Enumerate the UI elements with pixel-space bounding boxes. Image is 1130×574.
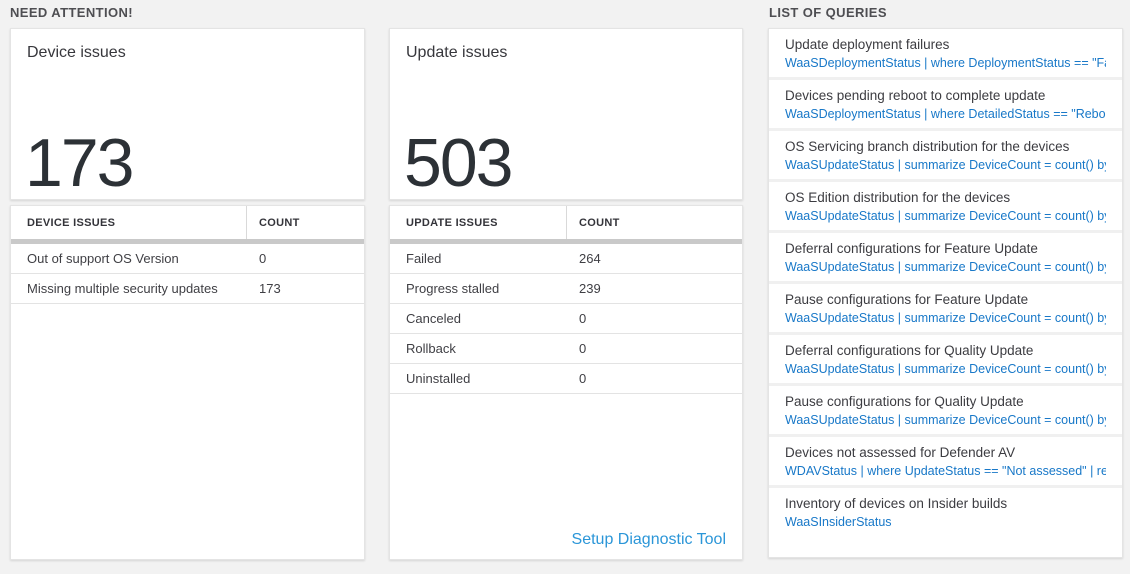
device-issues-table-header: DEVICE ISSUES COUNT bbox=[11, 206, 364, 239]
device-issues-tile[interactable]: Device issues 173 bbox=[10, 28, 365, 200]
issue-label: Canceled bbox=[406, 311, 461, 326]
query-title: Update deployment failures bbox=[785, 37, 950, 52]
query-text: WaaSDeploymentStatus | where DetailedSta… bbox=[785, 107, 1106, 121]
update-issues-table-header: UPDATE ISSUES COUNT bbox=[390, 206, 742, 239]
count-column-header: COUNT bbox=[259, 216, 300, 229]
table-row[interactable]: Canceled 0 bbox=[390, 304, 742, 334]
query-text: WaaSUpdateStatus | summarize DeviceCount… bbox=[785, 311, 1106, 325]
table-row[interactable]: Uninstalled 0 bbox=[390, 364, 742, 394]
query-item[interactable]: Deferral configurations for Feature Upda… bbox=[769, 233, 1122, 284]
query-title: Deferral configurations for Feature Upda… bbox=[785, 241, 1038, 256]
query-item[interactable]: Devices not assessed for Defender AV WDA… bbox=[769, 437, 1122, 488]
query-title: Pause configurations for Quality Update bbox=[785, 394, 1024, 409]
need-attention-header: NEED ATTENTION! bbox=[10, 5, 133, 20]
query-item[interactable]: Pause configurations for Feature Update … bbox=[769, 284, 1122, 335]
query-title: Devices not assessed for Defender AV bbox=[785, 445, 1016, 460]
table-row[interactable]: Out of support OS Version 0 bbox=[11, 244, 364, 274]
issue-label: Missing multiple security updates bbox=[27, 281, 218, 296]
table-row[interactable]: Progress stalled 239 bbox=[390, 274, 742, 304]
issue-label: Out of support OS Version bbox=[27, 251, 179, 266]
table-header-divider-bar bbox=[390, 239, 742, 244]
query-item[interactable]: Inventory of devices on Insider builds W… bbox=[769, 488, 1122, 536]
query-item[interactable]: Devices pending reboot to complete updat… bbox=[769, 80, 1122, 131]
query-item[interactable]: OS Edition distribution for the devices … bbox=[769, 182, 1122, 233]
query-title: Inventory of devices on Insider builds bbox=[785, 496, 1008, 511]
update-issues-tile[interactable]: Update issues 503 bbox=[389, 28, 743, 200]
update-issues-table: UPDATE ISSUES COUNT Failed 264 Progress … bbox=[389, 205, 743, 560]
issue-label: Rollback bbox=[406, 341, 456, 356]
list-of-queries-panel: Update deployment failures WaaSDeploymen… bbox=[768, 28, 1123, 558]
issue-count: 239 bbox=[579, 281, 601, 296]
query-text: WaaSDeploymentStatus | where DeploymentS… bbox=[785, 56, 1106, 70]
issue-count: 0 bbox=[579, 311, 587, 326]
query-title: OS Edition distribution for the devices bbox=[785, 190, 1011, 205]
device-issues-count: 173 bbox=[25, 125, 134, 201]
query-item[interactable]: Pause configurations for Quality Update … bbox=[769, 386, 1122, 437]
query-item[interactable]: OS Servicing branch distribution for the… bbox=[769, 131, 1122, 182]
issue-count: 264 bbox=[579, 251, 601, 266]
setup-diagnostic-tool-link[interactable]: Setup Diagnostic Tool bbox=[571, 531, 726, 548]
query-text: WaaSUpdateStatus | summarize DeviceCount… bbox=[785, 260, 1106, 274]
update-issues-title: Update issues bbox=[406, 44, 508, 61]
query-text: WaaSUpdateStatus | summarize DeviceCount… bbox=[785, 362, 1106, 376]
device-issues-title: Device issues bbox=[27, 44, 126, 61]
list-of-queries-header: LIST OF QUERIES bbox=[769, 5, 887, 20]
device-issues-column-header: DEVICE ISSUES bbox=[11, 206, 247, 239]
query-title: OS Servicing branch distribution for the… bbox=[785, 139, 1070, 154]
query-title: Pause configurations for Feature Update bbox=[785, 292, 1029, 307]
query-text: WaaSUpdateStatus | summarize DeviceCount… bbox=[785, 158, 1106, 172]
issue-count: 0 bbox=[579, 371, 587, 386]
update-issues-column-header: UPDATE ISSUES bbox=[390, 206, 567, 239]
issue-label: Progress stalled bbox=[406, 281, 500, 296]
query-text: WaaSUpdateStatus | summarize DeviceCount… bbox=[785, 413, 1106, 427]
query-text: WaaSUpdateStatus | summarize DeviceCount… bbox=[785, 209, 1106, 223]
query-title: Devices pending reboot to complete updat… bbox=[785, 88, 1046, 103]
table-row[interactable]: Failed 264 bbox=[390, 244, 742, 274]
table-row[interactable]: Rollback 0 bbox=[390, 334, 742, 364]
query-text: WaaSInsiderStatus bbox=[785, 515, 892, 529]
query-text: WDAVStatus | where UpdateStatus == "Not … bbox=[785, 464, 1106, 478]
query-item[interactable]: Update deployment failures WaaSDeploymen… bbox=[769, 29, 1122, 80]
query-title: Deferral configurations for Quality Upda… bbox=[785, 343, 1034, 358]
update-issues-count: 503 bbox=[404, 125, 513, 201]
table-header-divider-bar bbox=[11, 239, 364, 244]
issue-count: 0 bbox=[259, 251, 267, 266]
device-issues-table: DEVICE ISSUES COUNT Out of support OS Ve… bbox=[10, 205, 365, 560]
issue-label: Uninstalled bbox=[406, 371, 471, 386]
issue-label: Failed bbox=[406, 251, 442, 266]
query-item[interactable]: Deferral configurations for Quality Upda… bbox=[769, 335, 1122, 386]
count-column-header: COUNT bbox=[579, 216, 620, 229]
issue-count: 0 bbox=[579, 341, 587, 356]
issue-count: 173 bbox=[259, 281, 281, 296]
table-row[interactable]: Missing multiple security updates 173 bbox=[11, 274, 364, 304]
